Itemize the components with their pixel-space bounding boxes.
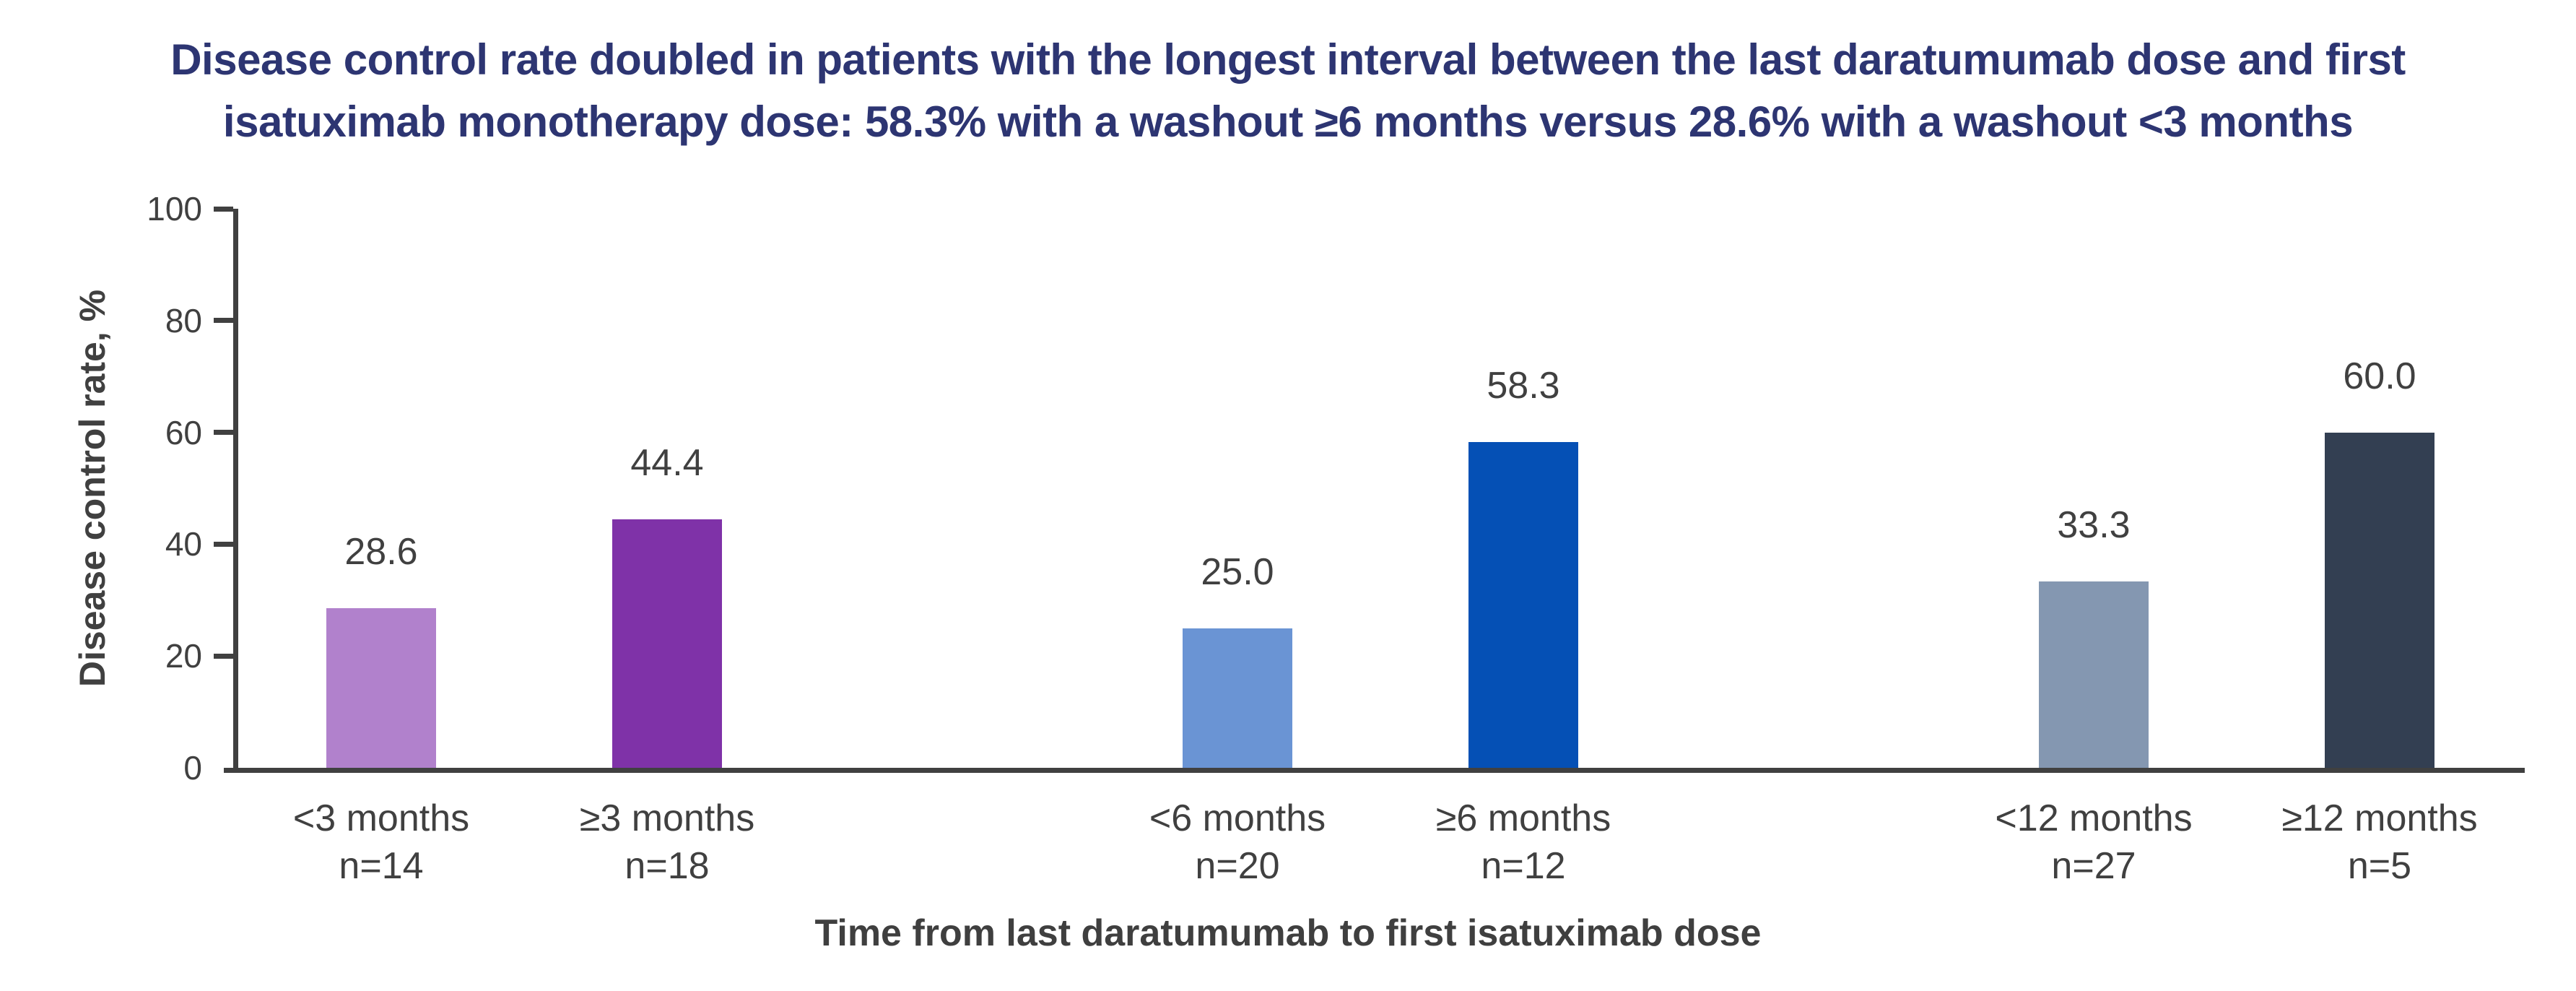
bar-category: <6 months n=20	[1086, 795, 1389, 890]
chart-title-line1: Disease control rate doubled in patients…	[170, 35, 2406, 84]
bar-n-label: n=14	[339, 845, 424, 887]
bar-category-label: <12 months	[1995, 797, 2193, 839]
bar-n-label: n=5	[2347, 845, 2412, 887]
y-tick-mark	[214, 430, 233, 436]
bar-n-label: n=12	[1481, 845, 1566, 887]
y-tick-mark	[214, 541, 233, 547]
bar-category: <12 months n=27	[1942, 795, 2245, 890]
bar	[1468, 441, 1578, 768]
x-axis-title: Time from last daratumumab to first isat…	[814, 912, 1762, 954]
bar	[1183, 628, 1292, 768]
bar-value-label: 25.0	[1201, 550, 1274, 593]
bar-n-label: n=18	[625, 845, 710, 887]
bar-n-label: n=20	[1195, 845, 1280, 887]
bar-value-label: 28.6	[344, 530, 418, 573]
bar-column: 60.0 ≥12 months n=5	[2281, 209, 2477, 887]
y-tick-label: 100	[147, 190, 202, 228]
bar-column: 33.3 <12 months n=27	[1995, 209, 2192, 887]
bar-value-label: 60.0	[2343, 355, 2416, 397]
y-tick-label: 0	[183, 749, 202, 787]
y-tick-label: 20	[165, 637, 202, 675]
bar-category: ≥3 months n=18	[515, 795, 819, 890]
y-tick-label: 80	[165, 301, 202, 339]
x-axis-line	[224, 768, 2525, 773]
bar-category-label: ≥3 months	[579, 797, 755, 839]
bar	[326, 607, 436, 768]
y-axis-label: Disease control rate, %	[72, 289, 113, 688]
bar-group: 25.0 <6 months n=20 58.3 ≥6 months n=12	[1149, 209, 1611, 888]
y-tick-label: 40	[165, 525, 202, 563]
bar-category: ≥6 months n=12	[1372, 795, 1675, 890]
bar-column: 44.4 ≥3 months n=18	[580, 209, 754, 887]
bar-category-label: ≥6 months	[1435, 797, 1611, 839]
bar-category: <3 months n=14	[230, 795, 533, 890]
bar-n-label: n=27	[2051, 845, 2136, 887]
bar-category-label: ≥12 months	[2281, 797, 2478, 839]
y-tick-mark	[214, 206, 233, 212]
bar-category-label: <6 months	[1149, 797, 1326, 839]
y-tick-mark	[214, 318, 233, 324]
bar-category-label: <3 months	[292, 797, 470, 839]
bar-value-label: 58.3	[1487, 364, 1560, 407]
bar	[2039, 581, 2149, 768]
bar-column: 58.3 ≥6 months n=12	[1436, 209, 1611, 887]
y-tick-label: 60	[165, 413, 202, 451]
plot-area: 0 20 40 60 80 100 28.6 <3 months n=14 44.4 ≥3 mont…	[147, 190, 2525, 888]
bar	[2325, 432, 2434, 768]
y-axis-line	[233, 209, 238, 768]
chart-title: Disease control rate doubled in patients…	[0, 29, 2576, 153]
bar-value-label: 44.4	[630, 442, 704, 485]
bar-value-label: 33.3	[2057, 504, 2131, 547]
bar	[612, 519, 722, 768]
chart-title-line2: isatuximab monotherapy dose: 58.3% with …	[222, 98, 2354, 146]
bar-column: 28.6 <3 months n=14	[293, 209, 469, 887]
bar-group: 33.3 <12 months n=27 60.0 ≥12 months n=5	[1995, 209, 2477, 887]
bar-column: 25.0 <6 months n=20	[1149, 209, 1326, 888]
bar-group: 28.6 <3 months n=14 44.4 ≥3 months n=18	[293, 209, 754, 887]
bar-category: ≥12 months n=5	[2228, 795, 2531, 890]
y-tick-mark	[214, 653, 233, 659]
